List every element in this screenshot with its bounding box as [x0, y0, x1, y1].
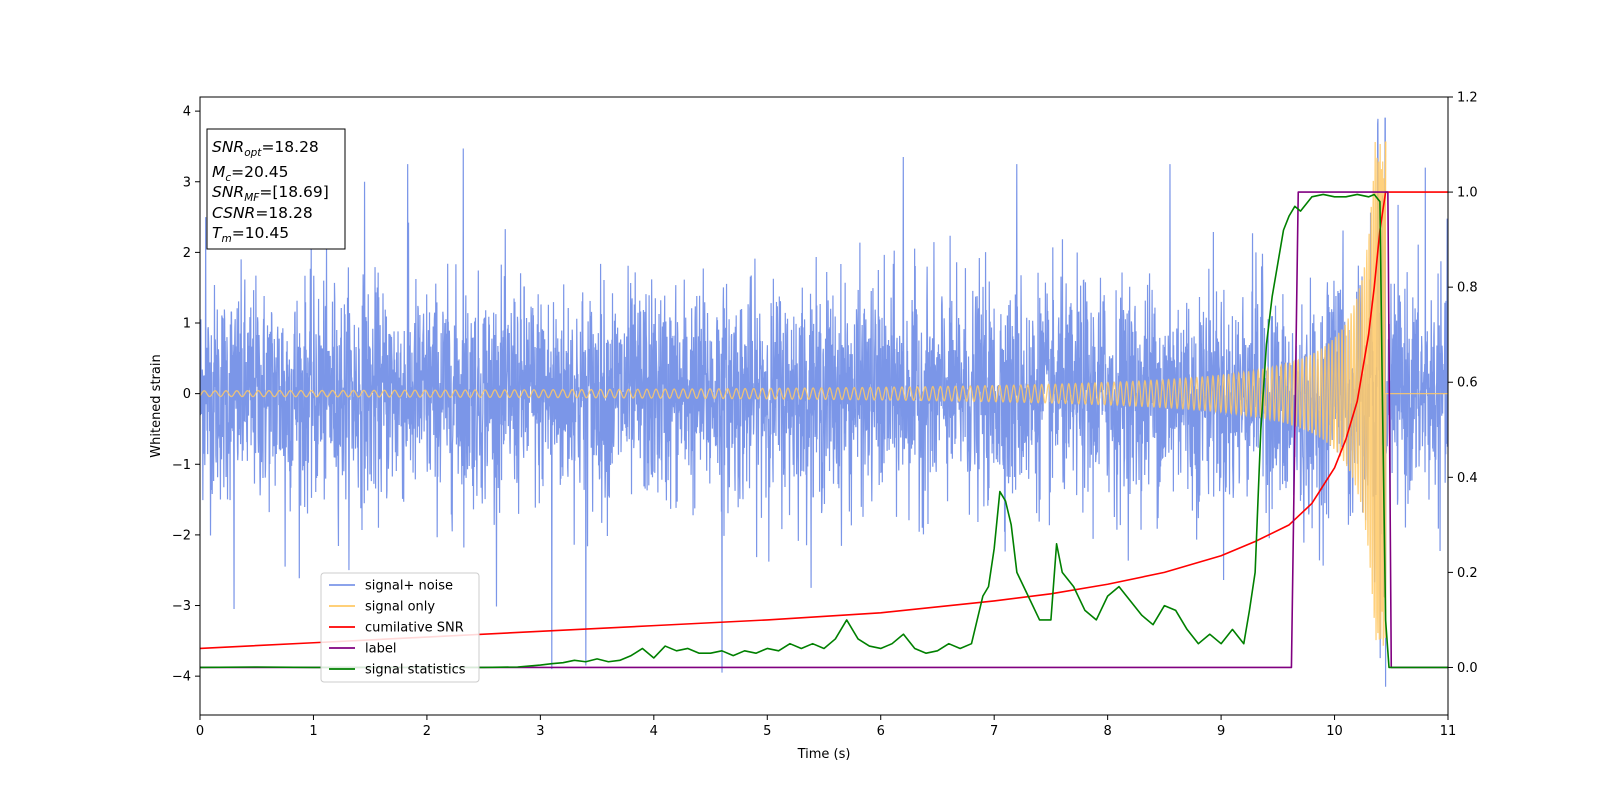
x-axis-label: Time (s) — [797, 747, 851, 762]
y2-tick-label: 0.8 — [1457, 281, 1478, 296]
signal-only-peak — [1383, 141, 1387, 394]
y-tick-label: 3 — [183, 175, 191, 190]
x-tick-label: 11 — [1440, 724, 1457, 739]
legend-entry: signal only — [365, 600, 435, 615]
y2-tick-label: 0.2 — [1457, 566, 1478, 581]
y2-tick-label: 0.4 — [1457, 471, 1478, 486]
x-tick-label: 6 — [877, 724, 885, 739]
series-line-signal-plus-noise — [200, 117, 1448, 687]
x-tick-label: 9 — [1217, 724, 1225, 739]
y2-tick-label: 1.2 — [1457, 91, 1478, 106]
x-tick-label: 7 — [990, 724, 998, 739]
y-tick-label: 0 — [183, 387, 191, 402]
series-line-signal-only — [200, 141, 1448, 646]
x-tick-label: 1 — [309, 724, 317, 739]
x-tick-label: 2 — [423, 724, 431, 739]
y-tick-label: −4 — [172, 670, 191, 685]
legend-frame — [320, 572, 480, 683]
x-tick-label: 4 — [650, 724, 658, 739]
annotation-line: CSNR=18.28 — [212, 204, 313, 222]
series-line-cumilative-snr — [200, 191, 1448, 650]
annotation-line: Mc=20.45 — [212, 163, 289, 184]
annotation-line: SNRopt=18.28 — [212, 138, 319, 159]
annotation-line: Tm=10.45 — [212, 224, 289, 245]
x-tick-label: 3 — [536, 724, 544, 739]
stats-annotation-box: SNRopt=18.28 Mc=20.45SNRMF=[18.69]CSNR=18… — [206, 128, 346, 250]
series-line-signal-statistics — [200, 193, 1448, 669]
legend-entry: cumilative SNR — [365, 621, 464, 636]
legend-entry: signal statistics — [365, 663, 466, 678]
y-tick-label: −1 — [172, 458, 191, 473]
annotation-frame — [206, 128, 346, 250]
legend-entry: signal+ noise — [365, 579, 453, 594]
y-tick-label: 4 — [183, 105, 191, 120]
y2-tick-label: 0.6 — [1457, 376, 1478, 391]
y2-tick-label: 0.0 — [1457, 661, 1478, 676]
x-tick-label: 10 — [1326, 724, 1343, 739]
legend-entry: label — [365, 642, 396, 657]
y2-tick-label: 1.0 — [1457, 186, 1478, 201]
y-tick-label: 1 — [183, 317, 191, 332]
y-tick-label: 2 — [183, 246, 191, 261]
x-tick-label: 8 — [1103, 724, 1111, 739]
annotation-line: SNRMF=[18.69] — [212, 183, 329, 204]
x-tick-label: 0 — [196, 724, 204, 739]
y-tick-label: −3 — [172, 599, 191, 614]
x-tick-label: 5 — [763, 724, 771, 739]
legend: signal+ noise signal only cumilative SNR la… — [320, 572, 480, 683]
y-tick-label: −2 — [172, 528, 191, 543]
plot-frame — [199, 96, 1449, 716]
y-axis-label: Whitened strain — [149, 354, 164, 457]
